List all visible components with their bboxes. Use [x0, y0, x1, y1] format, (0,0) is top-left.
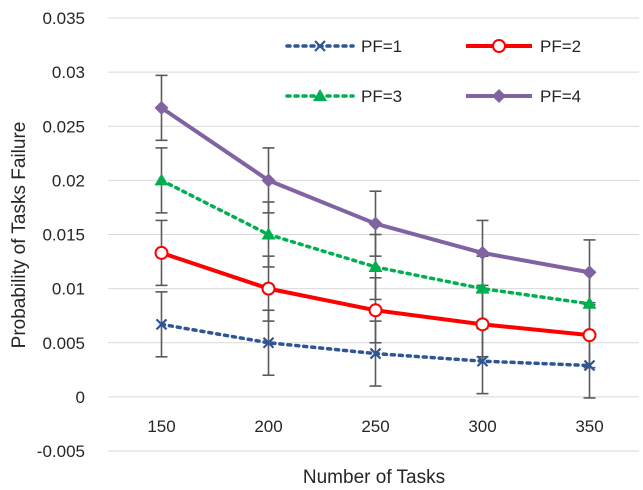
error-bars [155, 74, 596, 399]
marker-circle [582, 328, 597, 343]
y-tick-label: 0.005 [42, 334, 85, 353]
x-tick-label: 300 [468, 417, 496, 436]
x-axis-ticks: 150 200 250 300 350 [147, 417, 603, 436]
marker-circle [368, 303, 383, 318]
legend-label: PF=1 [361, 37, 402, 56]
x-axis-title: Number of Tasks [303, 467, 445, 488]
x-tick-label: 350 [575, 417, 603, 436]
marker-diamond [492, 89, 506, 103]
x-tick-label: 250 [361, 417, 389, 436]
marker-x [369, 347, 382, 360]
y-axis-ticks: -0.005 0 0.005 0.01 0.015 0.02 0.025 0.03 0.035 [37, 9, 85, 461]
y-tick-label: 0.025 [42, 117, 85, 136]
marker-circle [154, 245, 169, 260]
y-tick-label: 0.02 [52, 171, 85, 190]
y-tick-label: 0.015 [42, 226, 85, 245]
x-tick-label: 200 [254, 417, 282, 436]
marker-x [583, 359, 596, 372]
marker-diamond [475, 245, 490, 260]
marker-triangle [475, 281, 490, 294]
legend-label: PF=4 [540, 87, 581, 106]
marker-x [155, 318, 168, 331]
marker-x [262, 336, 275, 349]
marker-triangle [261, 227, 276, 240]
legend: PF=1 PF=2 PF=3 PF=4 [285, 37, 581, 106]
y-axis-title: Probability of Tasks Failure [9, 122, 30, 349]
legend-item-pf-1: PF=1 [285, 37, 402, 56]
marker-x [314, 40, 326, 52]
marker-triangle [313, 89, 327, 101]
marker-x [476, 355, 489, 367]
legend-label: PF=2 [540, 37, 581, 56]
y-tick-label: 0.01 [52, 280, 85, 299]
y-tick-label: 0 [76, 388, 85, 407]
marker-triangle [368, 259, 383, 272]
legend-label: PF=3 [361, 87, 402, 106]
y-tick-label: 0.035 [42, 9, 85, 28]
marker-circle [492, 39, 506, 53]
marker-diamond [154, 100, 169, 115]
y-tick-label: -0.005 [37, 442, 85, 461]
marker-triangle [154, 173, 169, 186]
marker-diamond [582, 265, 597, 280]
marker-triangle [582, 296, 597, 309]
marker-circle [475, 317, 490, 332]
legend-item-pf-4: PF=4 [466, 87, 581, 106]
legend-item-pf-2: PF=2 [466, 37, 581, 56]
marker-diamond [368, 216, 383, 231]
x-tick-label: 150 [147, 417, 175, 436]
marker-diamond [261, 173, 276, 188]
marker-circle [261, 281, 276, 296]
series-markers [154, 100, 597, 372]
legend-item-pf-3: PF=3 [285, 87, 402, 106]
y-tick-label: 0.03 [52, 63, 85, 82]
